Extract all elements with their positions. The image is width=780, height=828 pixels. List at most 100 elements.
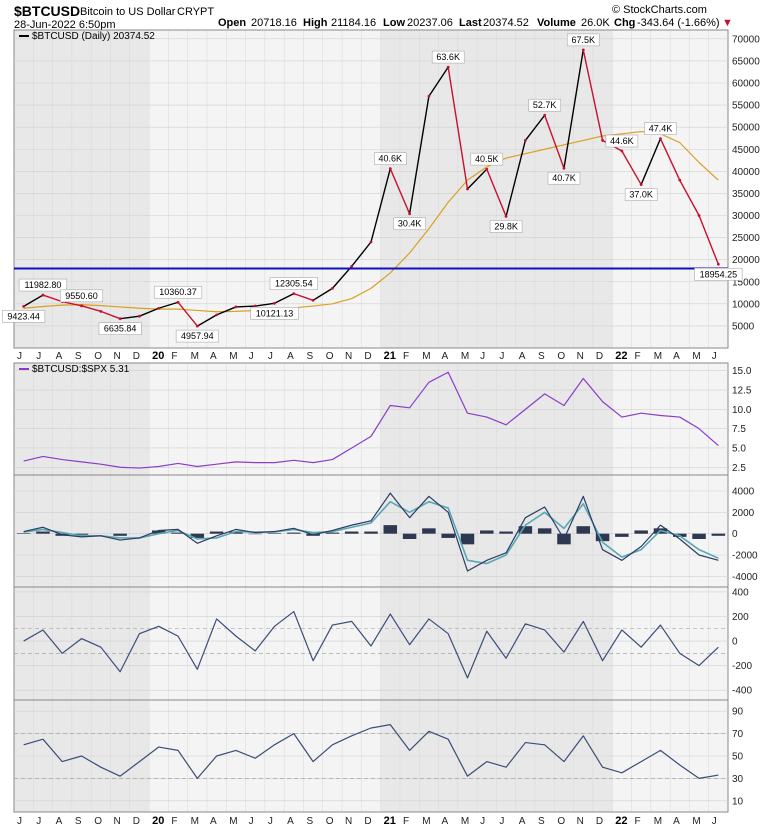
annotation-label: 10360.37 bbox=[159, 287, 197, 297]
price-segment bbox=[255, 302, 275, 307]
price-segment bbox=[621, 150, 642, 185]
oscillator-line bbox=[23, 610, 719, 679]
month-axis-bottom: J J A S O N D 20 F M A M J J A S O N D 21 F M A M J J A S O N D 22 F M A M J bbox=[17, 815, 717, 827]
month-label: D bbox=[364, 816, 371, 827]
price-segment bbox=[679, 179, 700, 216]
month-label: J bbox=[17, 351, 22, 362]
macd-histogram-bar bbox=[595, 533, 610, 542]
month-label: S bbox=[75, 816, 82, 827]
month-label: N bbox=[345, 351, 352, 362]
price-segment bbox=[293, 292, 314, 301]
macd-histogram-bar bbox=[576, 526, 591, 534]
macd-histogram-bar bbox=[402, 533, 417, 539]
price-segment bbox=[370, 168, 391, 243]
annotation-box bbox=[269, 277, 318, 290]
high-label: High bbox=[303, 17, 328, 29]
annotation-box bbox=[373, 152, 407, 165]
last-value: 20374.52 bbox=[483, 17, 529, 29]
annotation-label: 9423.44 bbox=[7, 311, 40, 321]
macd-histogram-bar bbox=[518, 526, 533, 534]
y-tick-label: 15.0 bbox=[732, 366, 752, 377]
chart-panels: 5000100001500020000250003000035000400004… bbox=[2, 29, 760, 827]
price-point bbox=[80, 304, 83, 308]
y-tick-label: -2000 bbox=[732, 551, 758, 562]
macd-histogram-bar bbox=[499, 531, 513, 534]
month-label: J bbox=[36, 351, 41, 362]
month-label: A bbox=[442, 816, 449, 827]
month-label: D bbox=[133, 816, 140, 827]
macd-histogram-bar bbox=[537, 528, 552, 534]
annotation-label: 63.6K bbox=[436, 52, 460, 62]
month-label: A bbox=[519, 816, 526, 827]
month-label: S bbox=[538, 816, 545, 827]
macd-histogram-bar bbox=[267, 533, 282, 534]
annotation-box bbox=[431, 50, 465, 64]
price-segment bbox=[216, 306, 237, 316]
price-legend: $BTCUSD (Daily) 20374.52 bbox=[32, 31, 155, 42]
month-label: A bbox=[56, 816, 63, 827]
year-shade bbox=[14, 363, 150, 475]
open-label: Open bbox=[218, 17, 246, 29]
y-tick-label: 10.0 bbox=[732, 405, 752, 416]
month-label: J bbox=[17, 816, 22, 827]
month-label: J bbox=[249, 816, 254, 827]
annotation-box bbox=[18, 278, 68, 292]
annotation-label: 40.7K bbox=[552, 173, 576, 183]
month-label: D bbox=[364, 351, 371, 362]
price-point bbox=[22, 304, 26, 308]
month-label: J bbox=[712, 816, 717, 827]
month-label: O bbox=[326, 816, 334, 827]
macd-histogram-bar bbox=[151, 530, 166, 534]
y-tick-label: 65000 bbox=[732, 56, 760, 67]
price-point bbox=[118, 317, 122, 321]
price-segment bbox=[235, 305, 256, 308]
month-label: N bbox=[345, 816, 352, 827]
month-label: A bbox=[287, 351, 294, 362]
symbol-title[interactable]: $BTCUSD bbox=[14, 3, 80, 19]
chg-label: Chg bbox=[614, 17, 635, 29]
month-label: N bbox=[113, 351, 120, 362]
annotation-label: 44.6K bbox=[610, 136, 634, 146]
month-label: M bbox=[191, 351, 199, 362]
macd-histogram-bar bbox=[383, 525, 398, 534]
annotation-label: 11982.80 bbox=[25, 280, 62, 290]
price-point bbox=[543, 113, 547, 117]
price-segment bbox=[447, 66, 469, 190]
price-point bbox=[195, 324, 199, 328]
annotation-box bbox=[528, 98, 561, 112]
month-label: J bbox=[712, 351, 717, 362]
price-segment bbox=[81, 305, 102, 313]
month-label: J bbox=[249, 351, 254, 362]
price-point bbox=[311, 298, 315, 302]
macd-histogram-bar bbox=[460, 533, 475, 545]
y-tick-label: 35000 bbox=[732, 189, 760, 200]
macd-histogram-bar bbox=[615, 533, 629, 537]
price-segment bbox=[42, 294, 63, 303]
annotation-box bbox=[60, 289, 104, 303]
y-tick-label: 40000 bbox=[732, 167, 760, 178]
macd-histogram-bar bbox=[422, 528, 436, 534]
price-segment bbox=[544, 115, 565, 169]
price-segment bbox=[100, 310, 121, 320]
price-point bbox=[369, 240, 373, 244]
month-label: J bbox=[480, 816, 485, 827]
annotation-label: 30.4K bbox=[398, 219, 422, 229]
macd-histogram-bar bbox=[692, 533, 706, 539]
annotation-label: 29.8K bbox=[494, 221, 518, 231]
price-segment bbox=[524, 114, 546, 141]
price-segment bbox=[177, 301, 198, 327]
annotation-label: 40.5K bbox=[475, 154, 499, 164]
macd-histogram-bar bbox=[325, 532, 340, 534]
month-label: N bbox=[577, 816, 584, 827]
month-label: F bbox=[403, 816, 409, 827]
y-tick-label: 20000 bbox=[732, 255, 760, 266]
macd-line bbox=[23, 492, 719, 572]
price-point bbox=[697, 214, 701, 217]
price-segment bbox=[389, 168, 411, 215]
last-label: Last bbox=[459, 17, 482, 29]
month-label: M bbox=[229, 816, 237, 827]
price-segment bbox=[408, 96, 430, 214]
y-tick-label: 0 bbox=[732, 637, 738, 648]
y-tick-label: 25000 bbox=[732, 233, 760, 244]
